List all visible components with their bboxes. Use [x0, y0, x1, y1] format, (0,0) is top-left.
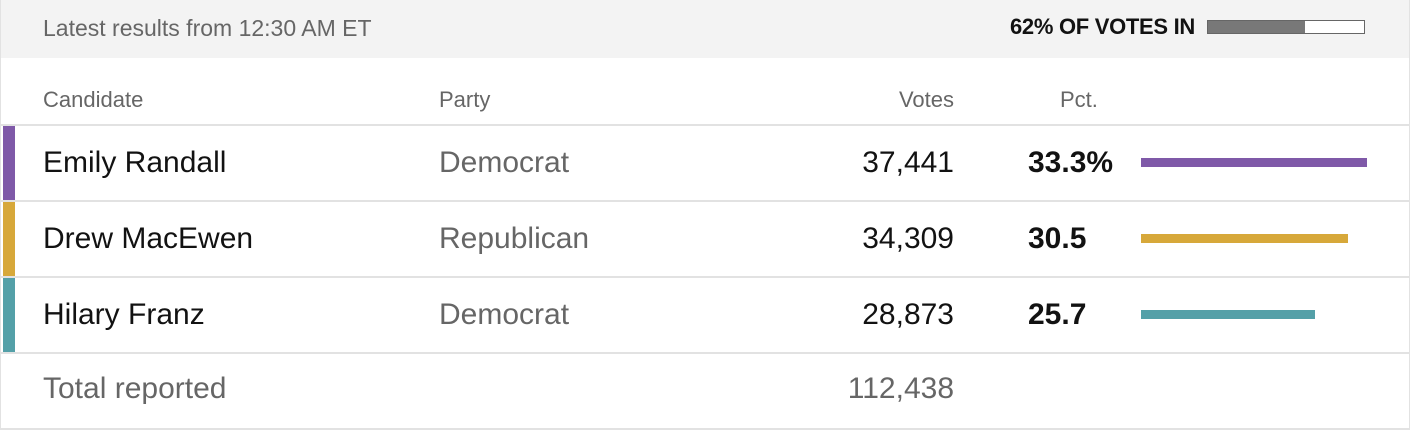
column-header-pct: Pct.: [1060, 87, 1098, 112]
reporting-status: 62% OF VOTES IN: [1010, 14, 1365, 40]
candidate-pct-bar: [1141, 310, 1316, 319]
candidate-name: Drew MacEwen: [43, 222, 254, 255]
row-divider: [1, 200, 1409, 202]
row-divider: [1, 276, 1409, 278]
party-color-swatch: [3, 278, 15, 352]
candidate-pct: 25.7: [1028, 298, 1087, 331]
candidate-votes: 34,309: [862, 222, 954, 255]
column-header-candidate: Candidate: [43, 87, 144, 112]
candidate-row: Emily Randall Democrat 37,441 33.3%: [1, 126, 1409, 202]
total-reported-label: Total reported: [43, 372, 227, 405]
candidate-party: Republican: [439, 222, 590, 255]
header-divider: [1, 124, 1409, 126]
row-divider: [1, 352, 1409, 354]
reporting-progress-bar: [1207, 20, 1365, 34]
column-header-party: Party: [439, 87, 491, 112]
candidate-party: Democrat: [439, 146, 570, 179]
candidate-name: Emily Randall: [43, 146, 227, 179]
candidate-pct: 33.3%: [1028, 146, 1114, 179]
candidate-votes: 37,441: [862, 146, 954, 179]
table-bottom-border: [1, 428, 1409, 430]
candidate-row: Hilary Franz Democrat 28,873 25.7: [1, 278, 1409, 354]
candidate-pct-bar: [1141, 158, 1367, 167]
reporting-label: 62% OF VOTES IN: [1010, 14, 1195, 39]
candidate-row: Drew MacEwen Republican 34,309 30.5: [1, 202, 1409, 278]
candidate-pct-bar: [1141, 234, 1348, 243]
candidate-party: Democrat: [439, 298, 570, 331]
total-reported-votes: 112,438: [847, 372, 954, 405]
party-color-swatch: [3, 126, 15, 200]
candidate-pct: 30.5: [1028, 222, 1087, 255]
results-topbar: Latest results from 12:30 AM ET 62% OF V…: [1, 0, 1409, 58]
candidate-votes: 28,873: [862, 298, 954, 331]
party-color-swatch: [3, 202, 15, 276]
column-header-votes: Votes: [898, 87, 954, 112]
candidate-name: Hilary Franz: [43, 298, 205, 331]
last-updated-text: Latest results from 12:30 AM ET: [43, 15, 372, 41]
reporting-progress-fill: [1208, 21, 1305, 33]
